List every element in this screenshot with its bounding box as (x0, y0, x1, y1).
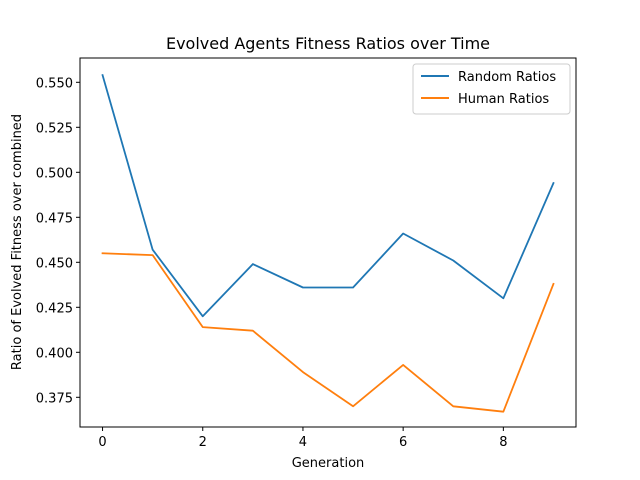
data-point-human-ratios (502, 411, 504, 413)
data-point-random-ratios (352, 287, 354, 289)
data-point-random-ratios (402, 233, 404, 235)
data-point-random-ratios (252, 263, 254, 265)
data-point-random-ratios (502, 297, 504, 299)
series-line-human-ratios (101, 252, 555, 413)
plot-frame (79, 57, 577, 428)
y-tick-label: 0.450 (36, 256, 73, 271)
data-point-random-ratios (552, 182, 554, 184)
axis-ticks: 0 2 4 6 8 0.375 0.400 0.425 0.450 0.475 0.500 0.525… (36, 76, 508, 450)
legend-frame (412, 63, 571, 115)
data-point-human-ratios (152, 254, 154, 256)
data-point-human-ratios (452, 405, 454, 407)
chart-title: Evolved Agents Fitness Ratios over Time (166, 34, 490, 53)
plot-area (80, 58, 576, 427)
data-point-human-ratios (202, 326, 204, 328)
data-point-random-ratios (202, 315, 204, 317)
legend-label-random-ratios: Random Ratios (458, 70, 556, 85)
x-tick-label: 0 (98, 435, 106, 450)
legend-label-human-ratios: Human Ratios (458, 92, 549, 107)
y-tick-label: 0.500 (36, 166, 73, 181)
data-point-human-ratios (402, 364, 404, 366)
data-point-random-ratios (102, 74, 104, 76)
data-point-human-ratios (252, 330, 254, 332)
y-tick-label: 0.425 (36, 301, 73, 316)
y-tick-label: 0.525 (36, 121, 73, 136)
data-point-random-ratios (302, 287, 304, 289)
y-tick-label: 0.550 (36, 76, 73, 91)
legend: Random Ratios Human Ratios (412, 63, 571, 115)
series-line-random-ratios (101, 73, 555, 318)
y-tick-label: 0.375 (36, 391, 73, 406)
data-point-human-ratios (302, 371, 304, 373)
y-tick-label: 0.475 (36, 211, 73, 226)
x-tick-label: 8 (499, 435, 507, 450)
x-tick-label: 4 (299, 435, 307, 450)
data-point-human-ratios (352, 405, 354, 407)
data-point-random-ratios (152, 249, 154, 251)
x-axis-label: Generation (292, 456, 365, 471)
series-layer (101, 73, 555, 413)
data-point-random-ratios (452, 260, 454, 262)
data-point-human-ratios (552, 283, 554, 285)
x-tick-label: 2 (199, 435, 207, 450)
x-tick-label: 6 (399, 435, 407, 450)
data-point-human-ratios (102, 252, 104, 254)
y-axis-label: Ratio of Evolved Fitness over combined (10, 114, 25, 370)
y-tick-label: 0.400 (36, 346, 73, 361)
